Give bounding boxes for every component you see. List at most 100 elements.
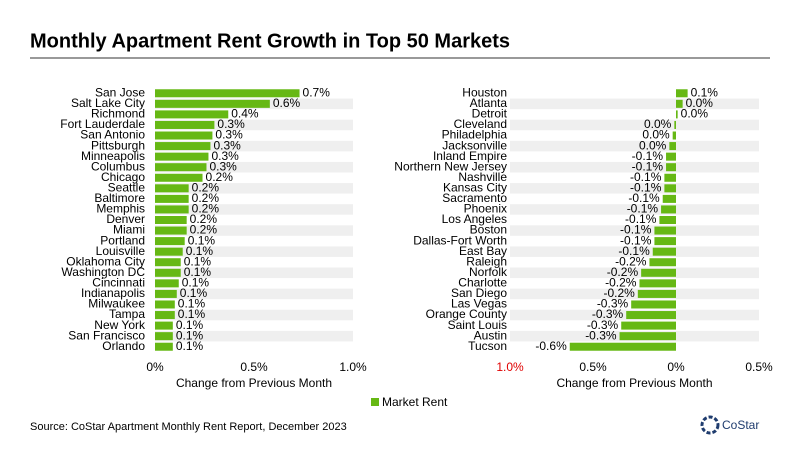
- category-label: San Francisco: [68, 328, 145, 342]
- panel: 0% 0.5% 1.0% Change from Previous Month San …: [60, 85, 367, 390]
- value-label: 0.3%: [215, 128, 243, 142]
- bar: [155, 311, 175, 320]
- bar: [641, 268, 676, 277]
- panel: 1.0% 0.5% 0% 0.5% Change from Previous Month…: [394, 85, 773, 390]
- value-label: 0.1%: [176, 318, 204, 332]
- value-label: 0.2%: [206, 170, 234, 184]
- row-stripe: [155, 204, 353, 215]
- x-axis-title: Change from Previous Month: [556, 376, 712, 390]
- bar: [659, 215, 676, 225]
- category-label: Denver: [106, 212, 145, 226]
- value-label: -0.1%: [620, 223, 652, 237]
- value-label: -0.1%: [620, 233, 652, 247]
- bar: [639, 279, 676, 288]
- logo-text: CoStar: [722, 418, 759, 432]
- category-label: Kansas City: [443, 180, 507, 194]
- value-label: 0.1%: [691, 85, 719, 99]
- category-label: Washington DC: [61, 265, 145, 279]
- bar: [666, 163, 676, 172]
- category-label: San Antonio: [80, 128, 145, 142]
- bar: [619, 332, 676, 341]
- row-stripe: [510, 119, 759, 131]
- bar: [155, 89, 300, 98]
- chart-title: Monthly Apartment Rent Growth in Top 50 …: [30, 30, 510, 52]
- category-label: Milwaukee: [88, 297, 145, 311]
- value-label: -0.1%: [627, 202, 659, 216]
- category-label: Chicago: [101, 170, 145, 184]
- x-tick-label: 0%: [667, 360, 685, 374]
- category-label: Detroit: [472, 107, 508, 121]
- x-tick-label: 1.0%: [339, 360, 367, 374]
- value-label: 0.3%: [217, 117, 245, 131]
- category-label: Indianapolis: [81, 286, 145, 300]
- bar: [155, 258, 181, 267]
- value-label: -0.3%: [587, 318, 619, 332]
- bar: [155, 99, 270, 108]
- value-label: 0.0%: [686, 96, 714, 110]
- value-label: -0.1%: [630, 180, 662, 194]
- row-stripe: [510, 288, 759, 300]
- category-label: Nashville: [458, 170, 507, 184]
- category-label: Austin: [474, 328, 507, 342]
- value-label: 0.6%: [273, 96, 301, 110]
- category-label: San Jose: [95, 85, 145, 99]
- bar: [155, 289, 177, 298]
- bar: [155, 342, 173, 351]
- value-label: -0.1%: [632, 149, 664, 163]
- category-label: San Diego: [451, 286, 507, 300]
- row-stripe: [155, 309, 353, 321]
- x-tick-label: 0.5%: [579, 360, 607, 374]
- value-label: -0.1%: [618, 244, 650, 258]
- category-label: Pittsburgh: [91, 138, 145, 152]
- legend-swatch: [371, 398, 379, 406]
- x-tick-label: 0.5%: [745, 360, 773, 374]
- category-label: Jacksonville: [442, 138, 507, 152]
- category-label: Charlotte: [458, 276, 507, 290]
- bar: [664, 173, 676, 182]
- x-tick-label: 1.0%: [496, 360, 524, 374]
- value-label: -0.3%: [597, 297, 629, 311]
- bar: [654, 237, 676, 246]
- bar: [155, 332, 173, 341]
- category-label: Baltimore: [94, 191, 145, 205]
- value-label: 0.1%: [178, 307, 206, 321]
- value-label: 0.2%: [192, 191, 220, 205]
- x-axis-title: Change from Previous Month: [176, 376, 332, 390]
- value-label: 0.1%: [180, 286, 208, 300]
- row-stripe: [155, 288, 353, 300]
- bar: [676, 110, 678, 119]
- category-label: Louisville: [96, 244, 146, 258]
- row-stripe: [155, 225, 353, 236]
- bar: [637, 289, 676, 298]
- category-label: Philadelphia: [442, 128, 508, 142]
- bar: [669, 142, 676, 151]
- source-note: Source: CoStar Apartment Monthly Rent Re…: [30, 421, 347, 433]
- bar: [155, 215, 187, 225]
- category-label: Fort Lauderdale: [60, 117, 145, 131]
- category-label: Cleveland: [454, 117, 507, 131]
- value-label: -0.1%: [628, 191, 660, 205]
- value-label: -0.6%: [535, 339, 567, 353]
- category-label: Phoenix: [464, 202, 507, 216]
- row-stripe: [510, 225, 759, 236]
- category-label: Saint Louis: [448, 318, 507, 332]
- category-label: Oklahoma City: [66, 254, 145, 268]
- value-label: 0.1%: [178, 297, 206, 311]
- bar: [676, 89, 688, 98]
- bar: [666, 152, 676, 161]
- x-tick-label: 0%: [146, 360, 164, 374]
- category-label: New York: [94, 318, 146, 332]
- bar: [155, 152, 209, 161]
- bar: [661, 205, 676, 214]
- category-label: East Bay: [459, 244, 507, 258]
- value-label: 0.1%: [176, 328, 204, 342]
- bar: [155, 163, 207, 172]
- value-label: -0.2%: [605, 276, 637, 290]
- value-label: 0.2%: [190, 212, 218, 226]
- value-label: 0.3%: [213, 138, 241, 152]
- value-label: 0.0%: [639, 138, 667, 152]
- value-label: 0.3%: [211, 149, 239, 163]
- value-label: 0.1%: [188, 233, 216, 247]
- logo: CoStar: [700, 415, 759, 435]
